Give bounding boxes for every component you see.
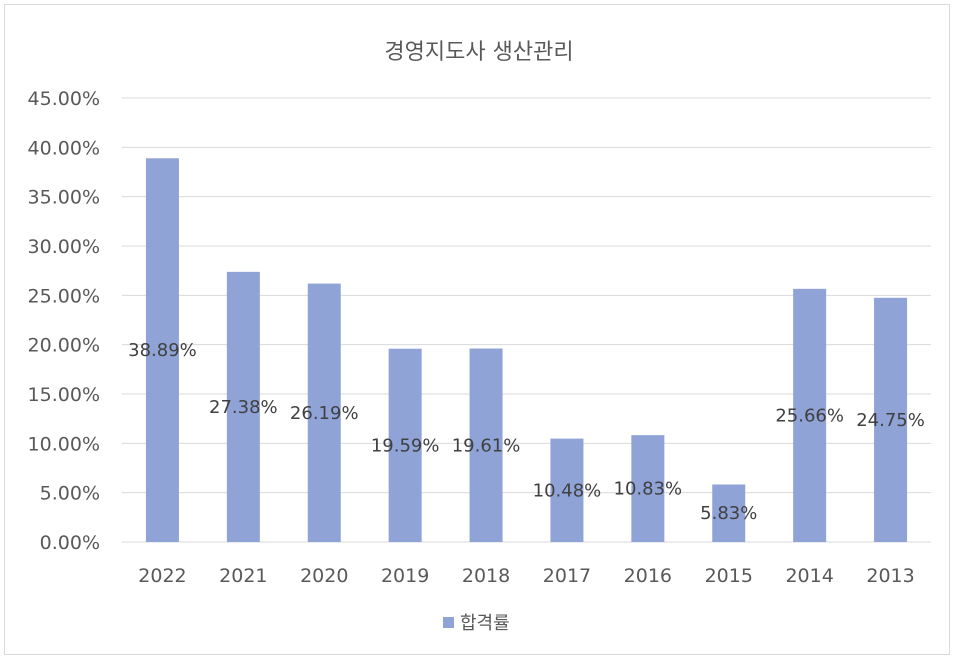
data-label: 27.38% (209, 397, 278, 418)
x-tick-label: 2015 (705, 565, 753, 587)
data-labels: 38.89% 27.38% 26.19% 19.59% 19.61% 10.48% 10.8… (128, 340, 925, 524)
bar-2017 (550, 438, 584, 542)
x-tick-label: 2021 (219, 565, 267, 587)
legend-label: 합격률 (460, 613, 510, 634)
bar-2014 (793, 288, 827, 542)
x-axis-ticks: 2022 2021 2020 2019 2018 2017 2016 2015 2014 2013 (138, 565, 914, 587)
bar-2022 (145, 158, 179, 542)
y-tick-label: 35.00% (28, 187, 100, 209)
data-label: 19.61% (452, 435, 521, 456)
y-tick-label: 15.00% (28, 384, 100, 406)
data-label: 5.83% (700, 503, 757, 524)
data-label: 10.83% (614, 479, 683, 500)
bar-2015 (712, 484, 746, 542)
y-tick-label: 0.00% (40, 532, 100, 554)
chart-frame: 경영지도사 생산관리 0.00% 5.00% 10.00% 15.00% 20.00% 2… (4, 4, 950, 655)
bar-2016 (631, 435, 665, 542)
y-tick-label: 10.00% (28, 433, 100, 455)
x-tick-label: 2022 (138, 565, 186, 587)
data-label: 24.75% (856, 410, 925, 431)
bar-2020 (307, 283, 341, 542)
bars (145, 158, 908, 542)
y-tick-label: 40.00% (28, 137, 100, 159)
y-tick-label: 20.00% (28, 335, 100, 357)
y-axis-ticks: 0.00% 5.00% 10.00% 15.00% 20.00% 25.00% 30.00%… (28, 88, 100, 554)
x-tick-label: 2018 (462, 565, 510, 587)
x-tick-label: 2020 (300, 565, 348, 587)
x-tick-label: 2016 (624, 565, 672, 587)
x-tick-label: 2014 (785, 565, 833, 587)
x-tick-label: 2013 (866, 565, 914, 587)
y-tick-label: 45.00% (28, 88, 100, 110)
bar-chart: 경영지도사 생산관리 0.00% 5.00% 10.00% 15.00% 20.00% 2… (28, 40, 931, 634)
bar-2021 (226, 271, 260, 542)
bar-2018 (469, 348, 503, 542)
bar-2013 (874, 297, 908, 542)
data-label: 10.48% (533, 480, 602, 501)
legend-swatch (443, 617, 454, 628)
legend: 합격률 (443, 613, 510, 634)
chart-title: 경영지도사 생산관리 (384, 40, 573, 65)
bar-2019 (388, 348, 422, 542)
data-label: 25.66% (775, 405, 844, 426)
y-tick-label: 25.00% (28, 285, 100, 307)
data-label: 19.59% (371, 435, 440, 456)
x-tick-label: 2017 (543, 565, 591, 587)
data-label: 38.89% (128, 340, 197, 361)
data-label: 26.19% (290, 403, 359, 424)
y-tick-label: 30.00% (28, 236, 100, 258)
y-tick-label: 5.00% (40, 483, 100, 505)
x-tick-label: 2019 (381, 565, 429, 587)
